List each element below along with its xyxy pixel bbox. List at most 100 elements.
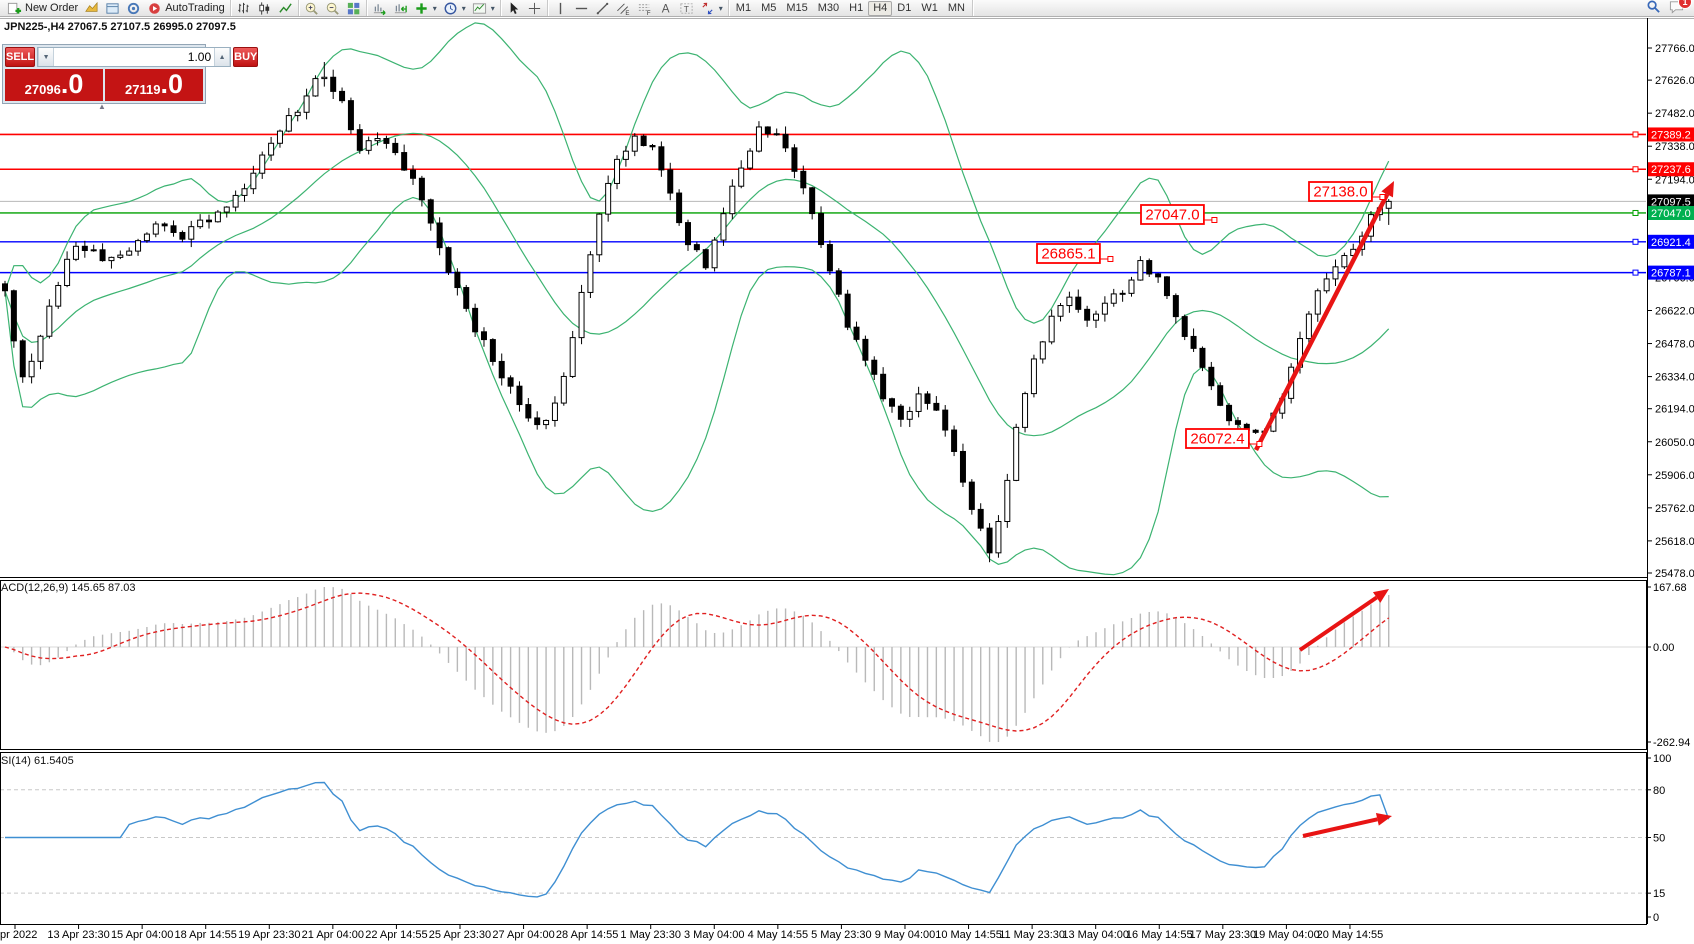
collapse-panel-caret[interactable]: ▲ [98,102,106,111]
svg-text:27482.0: 27482.0 [1655,108,1694,120]
price-annotation [1308,181,1373,202]
timeframe-h1-button[interactable]: H1 [849,1,864,14]
zoom-in-icon [304,1,319,16]
dropdown-caret-icon[interactable]: ▾ [432,3,437,13]
auto-scroll-button[interactable] [369,1,390,16]
svg-text:80: 80 [1653,785,1665,797]
volume-input[interactable] [54,48,215,66]
crosshair-icon [527,1,542,16]
rsi-indicator-label: SI(14) 61.5405 [1,755,74,767]
sell-button[interactable]: SELL [5,47,36,67]
equidistant-channel-button[interactable]: E [613,1,634,16]
price-level-badge [1648,234,1694,249]
symbol-ohlc-line: JPN225-,H4 27067.5 27107.5 26995.0 27097… [4,21,236,33]
timeframe-d1-button[interactable]: D1 [897,1,912,14]
svg-text:26921.4: 26921.4 [1651,237,1691,249]
svg-text:27338.0: 27338.0 [1655,141,1694,153]
new-order-button[interactable]: New Order [4,1,81,16]
zoom-in-button[interactable] [301,1,322,16]
svg-text:27138.0: 27138.0 [1313,184,1367,201]
data-window-button[interactable] [102,1,123,16]
vertical-line-button[interactable] [550,1,571,16]
templates-icon [472,1,487,16]
search-icon[interactable] [1646,0,1661,17]
svg-text:9 May 04:00: 9 May 04:00 [875,929,936,941]
svg-text:16 May 14:55: 16 May 14:55 [1126,929,1193,941]
fibonacci-button[interactable]: F [634,1,655,16]
autotrading-button[interactable]: AutoTrading [144,1,228,16]
line-chart-button[interactable] [275,1,296,16]
panel-frames [0,18,1694,925]
buy-price-main: 27119 [125,82,161,97]
tile-windows-button[interactable] [343,1,364,16]
svg-text:27047.0: 27047.0 [1145,207,1199,224]
svg-text:27194.0: 27194.0 [1655,174,1694,186]
autotrading-icon [147,1,162,16]
svg-text:1 May 23:30: 1 May 23:30 [620,929,681,941]
timeframe-mn-button[interactable]: MN [947,1,965,14]
tile-windows-icon [346,1,361,16]
svg-text:F: F [647,10,651,16]
sell-price[interactable]: 27096 .0 [5,69,103,101]
bar-chart-button[interactable] [233,1,254,16]
horizontal-line-button[interactable] [571,1,592,16]
market-watch-icon [84,1,99,16]
volume-increase-button[interactable]: ▲ [214,48,231,66]
timeframe-m30-button[interactable]: M30 [817,1,840,14]
indicators-button[interactable]: ▾ [411,1,440,16]
svg-text:27097.5: 27097.5 [1651,196,1691,208]
dropdown-caret-icon[interactable]: ▾ [461,3,466,13]
periods-button[interactable]: ▾ [440,1,469,16]
sell-price-main: 27096 [24,82,61,97]
chart-shift-button[interactable] [390,1,411,16]
dropdown-caret-icon[interactable]: ▾ [490,3,495,13]
text-label-button[interactable]: T [676,1,697,16]
trendline-button[interactable] [592,1,613,16]
market-watch-button[interactable] [81,1,102,16]
timeframe-m15-button[interactable]: M15 [786,1,808,14]
main-chart [0,22,1646,576]
timeframe-m1-button[interactable]: M1 [735,1,752,14]
svg-text:A: A [662,2,670,15]
svg-text:26787.1: 26787.1 [1651,268,1691,280]
svg-text:13 May 04:00: 13 May 04:00 [1062,929,1129,941]
candlestick-chart-button[interactable] [254,1,275,16]
svg-text:11 May 23:30: 11 May 23:30 [999,929,1065,941]
svg-text:3 May 04:00: 3 May 04:00 [684,929,745,941]
buy-button[interactable]: BUY [233,47,259,67]
templates-button[interactable]: ▾ [469,1,498,16]
crosshair-button[interactable] [524,1,545,16]
svg-text:19 May 04:00: 19 May 04:00 [1253,929,1320,941]
text-button[interactable]: A [655,1,676,16]
svg-text:50: 50 [1653,833,1665,845]
periods-icon [443,1,458,16]
svg-text:13 Apr 23:30: 13 Apr 23:30 [47,929,109,941]
zoom-out-icon [325,1,340,16]
rsi-panel [1,781,1646,898]
timeframe-h4-button[interactable]: H4 [868,0,893,16]
svg-text:19 Apr 23:30: 19 Apr 23:30 [238,929,300,941]
svg-text:5 May 23:30: 5 May 23:30 [811,929,872,941]
svg-text:27237.6: 27237.6 [1651,164,1691,176]
svg-text:15: 15 [1653,888,1665,900]
svg-text:27047.0: 27047.0 [1651,208,1691,220]
navigator-button[interactable] [123,1,144,16]
buy-price[interactable]: 27119 .0 [105,69,203,101]
svg-text:15 Apr 04:00: 15 Apr 04:00 [111,929,173,941]
timeframe-m5-button[interactable]: M5 [761,1,777,14]
cursor-button[interactable] [503,1,524,16]
auto-scroll-icon [372,1,387,16]
arrows-button[interactable]: ▾ [697,1,726,16]
vertical-line-icon [553,1,568,16]
chart-annotations: 27138.0 27047.0 26865.1 26072.4 [1036,181,1394,452]
notifications-chat-icon[interactable]: 1 [1669,0,1692,17]
svg-text:Apr 2022: Apr 2022 [0,929,37,941]
fibonacci-icon: F [637,1,652,16]
volume-decrease-button[interactable]: ▼ [38,48,55,66]
dropdown-caret-icon[interactable]: ▾ [718,3,723,13]
timeframe-w1-button[interactable]: W1 [921,1,938,14]
zoom-out-button[interactable] [322,1,343,16]
svg-text:20 May 14:55: 20 May 14:55 [1317,929,1384,941]
svg-text:28 Apr 14:55: 28 Apr 14:55 [556,929,618,941]
